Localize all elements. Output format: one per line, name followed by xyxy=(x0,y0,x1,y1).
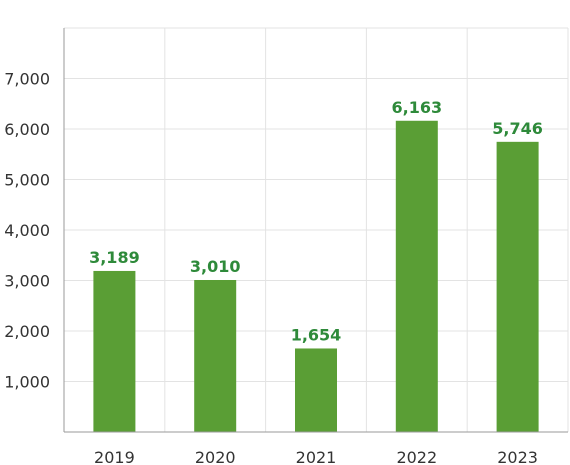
bar-2023 xyxy=(496,141,539,432)
x-tick-2019: 2019 xyxy=(94,448,135,465)
y-tick-5000: 5,000 xyxy=(4,171,50,190)
bar-2019 xyxy=(93,270,136,432)
data-label-2023: 5,746 xyxy=(492,119,543,138)
data-label-2019: 3,189 xyxy=(89,248,140,267)
y-tick-7000: 7,000 xyxy=(4,70,50,89)
x-tick-2022: 2022 xyxy=(396,448,437,465)
y-tick-2000: 2,000 xyxy=(4,322,50,341)
gridlines xyxy=(64,27,569,432)
bar-2020 xyxy=(194,279,237,432)
x-axis-ticks: 2019 2020 2021 2022 2023 xyxy=(94,448,538,465)
bars xyxy=(93,120,539,433)
y-tick-1000: 1,000 xyxy=(4,373,50,392)
data-label-2021: 1,654 xyxy=(291,325,342,344)
data-labels: 3,189 3,010 1,654 6,163 5,746 xyxy=(89,98,543,345)
x-tick-2021: 2021 xyxy=(296,448,337,465)
data-label-2020: 3,010 xyxy=(190,257,241,276)
y-tick-3000: 3,000 xyxy=(4,272,50,291)
bar-2022 xyxy=(395,120,438,433)
x-tick-2023: 2023 xyxy=(497,448,538,465)
y-tick-6000: 6,000 xyxy=(4,120,50,139)
bar-2021 xyxy=(295,348,337,432)
y-axis-ticks: 1,000 2,000 3,000 4,000 5,000 6,000 7,000 xyxy=(4,70,50,392)
x-tick-2020: 2020 xyxy=(195,448,236,465)
data-label-2022: 6,163 xyxy=(391,98,442,117)
y-tick-4000: 4,000 xyxy=(4,221,50,240)
